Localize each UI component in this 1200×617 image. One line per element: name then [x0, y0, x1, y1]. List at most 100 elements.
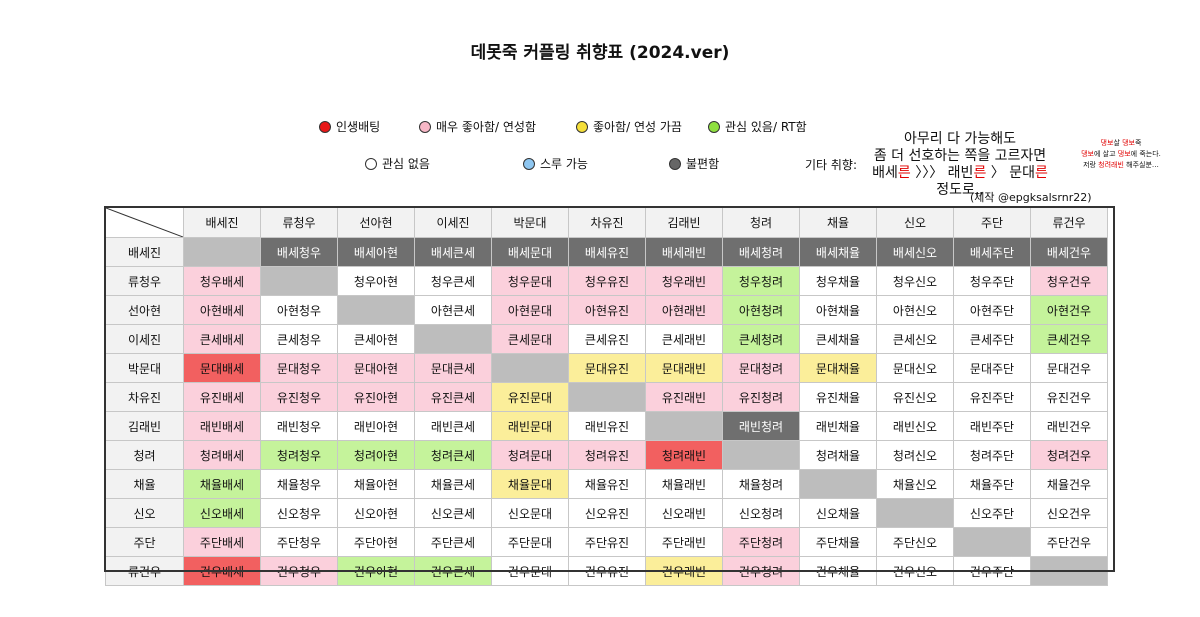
pairing-cell: 건우유진	[568, 556, 646, 586]
diagonal-cell	[414, 324, 492, 354]
pairing-cell: 청려아현	[337, 440, 415, 470]
pairing-cell: 유진문대	[491, 382, 569, 412]
pairing-cell: 청려신오	[876, 440, 954, 470]
pairing-cell: 주단건우	[1030, 527, 1108, 557]
table-row: 선아현 아현배세 아현청우 아현큰세 아현문대 아현유진 아현래빈 아현청려 아현채율 아현신오 아…	[105, 295, 1108, 325]
etc-line: 배세른 〉〉〉 래빈른 〉 문대른	[872, 165, 1048, 181]
pairing-cell: 채율배세	[183, 469, 261, 499]
pairing-cell: 래빈청우	[260, 411, 338, 441]
pairing-cell: 건우신오	[876, 556, 954, 586]
page-title: 데못죽 커플링 취향표 (2024.ver)	[470, 43, 730, 63]
row-header: 박문대	[105, 353, 184, 383]
legend-label: 관심 없음	[382, 157, 430, 171]
credit-text: (제작 @epgksalsrnr22)	[970, 191, 1092, 204]
side-note: 댕보살 댕보죽 댕보에 살고 댕보에 죽는다. 저랑 청려래빈 해주실분…	[1081, 139, 1161, 169]
header-row: 배세진 류청우 선아현 이세진 박문대 차유진 김래빈 청려 채율 신오 주단 류건우	[105, 207, 1108, 238]
legend-label: 좋아함/ 연성 가끔	[593, 120, 682, 134]
pairing-cell: 래빈배세	[183, 411, 261, 441]
pairing-cell: 청우배세	[183, 266, 261, 296]
diagonal-line-icon	[106, 208, 183, 237]
pairing-cell: 문대청려	[722, 353, 800, 383]
corner-cell	[105, 207, 184, 238]
pairing-cell: 신오청려	[722, 498, 800, 528]
pairing-cell: 아현청우	[260, 295, 338, 325]
table-row: 류청우 청우배세 청우아현 청우큰세 청우문대 청우유진 청우래빈 청우청려 청우채율 청우신오 청…	[105, 266, 1108, 296]
pairing-cell: 신오배세	[183, 498, 261, 528]
pairing-cell: 신오유진	[568, 498, 646, 528]
etc-preference-text: 아무리 다 가능해도 좀 더 선호하는 쪽을 고르자면 배세른 〉〉〉 래빈른 …	[855, 131, 1065, 199]
pairing-cell: 건우아현	[337, 556, 415, 586]
pairing-cell: 주단문대	[491, 527, 569, 557]
pairing-cell: 유진건우	[1030, 382, 1108, 412]
pairing-cell: 래빈채율	[799, 411, 877, 441]
pairing-cell: 건우청우	[260, 556, 338, 586]
pairing-cell: 유진래빈	[645, 382, 723, 412]
pairing-cell: 주단청우	[260, 527, 338, 557]
pairing-cell: 주단채율	[799, 527, 877, 557]
pairing-cell: 주단청려	[722, 527, 800, 557]
table-row: 배세진 배세청우 배세아현 배세큰세 배세문대 배세유진 배세래빈 배세청려 배세채율 배세신오 배…	[105, 237, 1108, 267]
etc-line: 아무리 다 가능해도	[904, 131, 1016, 147]
column-header: 차유진	[568, 207, 646, 238]
table-row: 청려 청려배세 청려청우 청려아현 청려큰세 청려문대 청려유진 청려래빈 청려채율 청려신오 청려…	[105, 440, 1108, 470]
column-header: 청려	[722, 207, 800, 238]
table-row: 차유진 유진배세 유진청우 유진아현 유진큰세 유진문대 유진래빈 유진청려 유진채율 유진신오 유…	[105, 382, 1108, 412]
pairing-cell: 신오주단	[953, 498, 1031, 528]
table-row: 김래빈 래빈배세 래빈청우 래빈아현 래빈큰세 래빈문대 래빈유진 래빈청려 래빈채율 래빈신오 래…	[105, 411, 1108, 441]
pairing-cell: 채율건우	[1030, 469, 1108, 499]
pairing-cell: 채율아현	[337, 469, 415, 499]
column-header: 이세진	[414, 207, 492, 238]
diagonal-cell	[337, 295, 415, 325]
pairing-cell: 아현유진	[568, 295, 646, 325]
pairing-cell: 주단신오	[876, 527, 954, 557]
legend-label: 매우 좋아함/ 연성함	[436, 120, 536, 134]
pairing-cell: 래빈큰세	[414, 411, 492, 441]
pairing-cell: 문대유진	[568, 353, 646, 383]
pairing-cell: 아현채율	[799, 295, 877, 325]
legend-item-uncomfortable: 불편함	[669, 155, 719, 172]
pairing-cell: 청우채율	[799, 266, 877, 296]
pairing-cell: 배세청려	[722, 237, 800, 267]
pairing-cell: 배세신오	[876, 237, 954, 267]
pairing-cell: 래빈신오	[876, 411, 954, 441]
pairing-cell: 배세문대	[491, 237, 569, 267]
pairing-cell: 청우큰세	[414, 266, 492, 296]
pairing-cell: 래빈아현	[337, 411, 415, 441]
pairing-cell: 청려청우	[260, 440, 338, 470]
pairing-cell: 배세주단	[953, 237, 1031, 267]
pairing-cell: 청려큰세	[414, 440, 492, 470]
pairing-cell: 신오건우	[1030, 498, 1108, 528]
column-header: 박문대	[491, 207, 569, 238]
pairing-cell: 유진청려	[722, 382, 800, 412]
pairing-cell: 유진큰세	[414, 382, 492, 412]
legend-swatch	[365, 157, 377, 170]
pairing-cell: 아현신오	[876, 295, 954, 325]
pairing-cell: 청우래빈	[645, 266, 723, 296]
pairing-cell: 큰세신오	[876, 324, 954, 354]
diagonal-cell	[491, 353, 569, 383]
pairing-cell: 주단큰세	[414, 527, 492, 557]
pairing-cell: 신오아현	[337, 498, 415, 528]
diagonal-cell	[1030, 556, 1108, 586]
pairing-cell: 유진청우	[260, 382, 338, 412]
legend-label: 불편함	[686, 157, 720, 171]
column-header: 선아현	[337, 207, 415, 238]
pairing-cell: 주단아현	[337, 527, 415, 557]
pairing-cell: 청우아현	[337, 266, 415, 296]
pairing-cell: 배세래빈	[645, 237, 723, 267]
row-header: 류건우	[105, 556, 184, 586]
pairing-cell: 문대건우	[1030, 353, 1108, 383]
pairing-cell: 큰세아현	[337, 324, 415, 354]
diagonal-cell	[260, 266, 338, 296]
row-header: 김래빈	[105, 411, 184, 441]
pairing-cell: 청우청려	[722, 266, 800, 296]
legend-label: 인생배팅	[336, 120, 381, 134]
pairing-cell: 건우청려	[722, 556, 800, 586]
pairing-cell: 청려배세	[183, 440, 261, 470]
diagonal-cell	[645, 411, 723, 441]
pairing-cell: 청려유진	[568, 440, 646, 470]
pairing-cell: 래빈건우	[1030, 411, 1108, 441]
pairing-cell: 청려건우	[1030, 440, 1108, 470]
legend-swatch	[419, 120, 431, 133]
pairing-cell: 청우신오	[876, 266, 954, 296]
